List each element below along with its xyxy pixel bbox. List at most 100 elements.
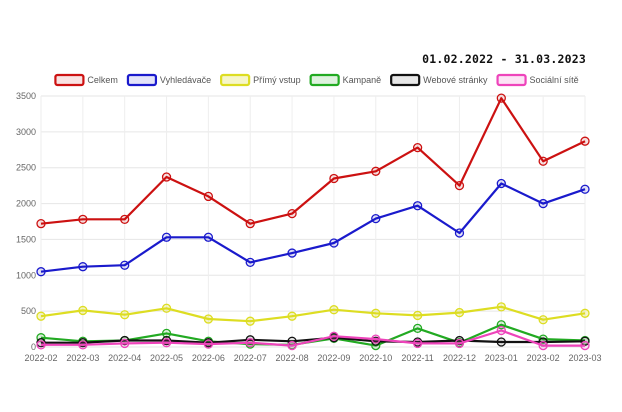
data-point[interactable]: [371, 308, 381, 318]
data-point[interactable]: [454, 228, 465, 238]
series-line: [40, 305, 586, 323]
data-point[interactable]: [329, 238, 339, 248]
data-point[interactable]: [454, 307, 465, 318]
data-point[interactable]: [580, 184, 590, 194]
data-point[interactable]: [161, 338, 172, 348]
data-point[interactable]: [161, 303, 172, 313]
series-line: [40, 97, 586, 225]
data-point[interactable]: [161, 328, 172, 339]
data-point[interactable]: [371, 166, 381, 176]
data-point[interactable]: [287, 208, 297, 219]
data-point[interactable]: [496, 325, 506, 336]
legend-item[interactable]: Celkem: [54, 73, 118, 87]
y-tick-label: 500: [21, 306, 36, 316]
legend-item[interactable]: Kampaně: [309, 73, 382, 87]
data-point[interactable]: [496, 337, 506, 347]
x-tick-label: 2022-08: [276, 353, 309, 363]
data-point[interactable]: [203, 232, 214, 242]
series-1: [36, 178, 590, 277]
data-point[interactable]: [120, 260, 130, 270]
y-tick-label: 3000: [16, 127, 36, 137]
legend-item[interactable]: Sociální sítě: [496, 73, 579, 87]
data-point[interactable]: [78, 214, 88, 224]
data-point[interactable]: [496, 178, 506, 189]
series-2: [36, 302, 590, 326]
data-point[interactable]: [120, 214, 130, 224]
data-point[interactable]: [120, 338, 130, 349]
x-tick-label: 2022-09: [317, 353, 350, 363]
data-point[interactable]: [203, 339, 214, 349]
series-5: [36, 325, 590, 351]
y-tick-label: 1000: [16, 270, 36, 280]
data-point[interactable]: [245, 219, 255, 229]
legend-label: Webové stránky: [423, 75, 488, 85]
data-point[interactable]: [245, 316, 255, 326]
data-point[interactable]: [580, 308, 590, 318]
data-point[interactable]: [287, 311, 297, 321]
data-point[interactable]: [287, 340, 297, 351]
x-tick-label: 2022-02: [24, 353, 57, 363]
data-point[interactable]: [454, 338, 465, 349]
data-point[interactable]: [412, 323, 423, 334]
data-point[interactable]: [454, 180, 465, 191]
data-point[interactable]: [371, 334, 381, 344]
y-tick-label: 0: [31, 342, 36, 352]
data-point[interactable]: [412, 142, 423, 153]
data-point[interactable]: [580, 340, 590, 351]
data-point[interactable]: [36, 219, 46, 229]
data-point[interactable]: [329, 331, 339, 341]
data-point[interactable]: [496, 302, 506, 312]
data-point[interactable]: [36, 267, 46, 277]
x-tick-label: 2022-04: [108, 353, 141, 363]
legend-swatch: [126, 73, 158, 87]
legend-swatch: [390, 73, 421, 87]
data-point[interactable]: [78, 340, 88, 350]
data-point[interactable]: [412, 201, 423, 211]
data-point[interactable]: [36, 311, 46, 321]
legend-item[interactable]: Přímý vstup: [220, 73, 301, 87]
data-point[interactable]: [120, 310, 130, 320]
legend-item[interactable]: Webové stránky: [390, 73, 488, 87]
data-point[interactable]: [538, 156, 548, 166]
legend-label: Celkem: [87, 75, 118, 85]
x-tick-label: 2023-01: [485, 353, 518, 363]
y-tick-label: 2000: [16, 199, 36, 209]
data-point[interactable]: [203, 314, 214, 324]
data-point[interactable]: [412, 338, 423, 349]
date-range-label: 01.02.2022 - 31.03.2023: [422, 52, 586, 66]
data-point[interactable]: [496, 93, 506, 103]
y-tick-label: 3500: [16, 91, 36, 101]
data-point[interactable]: [161, 172, 172, 182]
data-point[interactable]: [78, 262, 88, 272]
y-tick-label: 1500: [16, 234, 36, 244]
series-line: [41, 329, 585, 347]
x-tick-label: 2022-06: [192, 353, 225, 363]
data-point[interactable]: [580, 136, 590, 146]
data-point[interactable]: [36, 340, 46, 350]
data-point[interactable]: [203, 191, 214, 202]
legend-swatch: [220, 73, 251, 87]
data-point[interactable]: [287, 248, 297, 258]
x-tick-label: 2023-02: [527, 353, 560, 363]
legend-item[interactable]: Vyhledávače: [126, 73, 211, 87]
series-0: [36, 93, 590, 229]
data-point[interactable]: [538, 198, 548, 209]
x-tick-label: 2022-10: [359, 353, 392, 363]
legend-swatch: [496, 73, 527, 87]
legend-label: Vyhledávače: [160, 75, 211, 85]
data-point[interactable]: [245, 257, 255, 268]
data-point[interactable]: [538, 315, 548, 325]
axis-layer: 0 500 1000 1500 2000 2500 3000 3500 2022-02 2022-…: [16, 91, 602, 363]
data-point[interactable]: [329, 305, 339, 315]
data-point[interactable]: [371, 213, 381, 224]
data-point[interactable]: [329, 173, 339, 184]
data-point[interactable]: [245, 338, 255, 348]
x-tick-label: 2023-03: [568, 353, 601, 363]
data-point[interactable]: [161, 232, 172, 242]
series-layer: [36, 93, 590, 351]
legend-swatch: [309, 73, 340, 87]
data-point[interactable]: [78, 305, 88, 316]
x-tick-label: 2022-07: [234, 353, 267, 363]
data-point[interactable]: [538, 340, 548, 351]
data-point[interactable]: [412, 310, 423, 321]
